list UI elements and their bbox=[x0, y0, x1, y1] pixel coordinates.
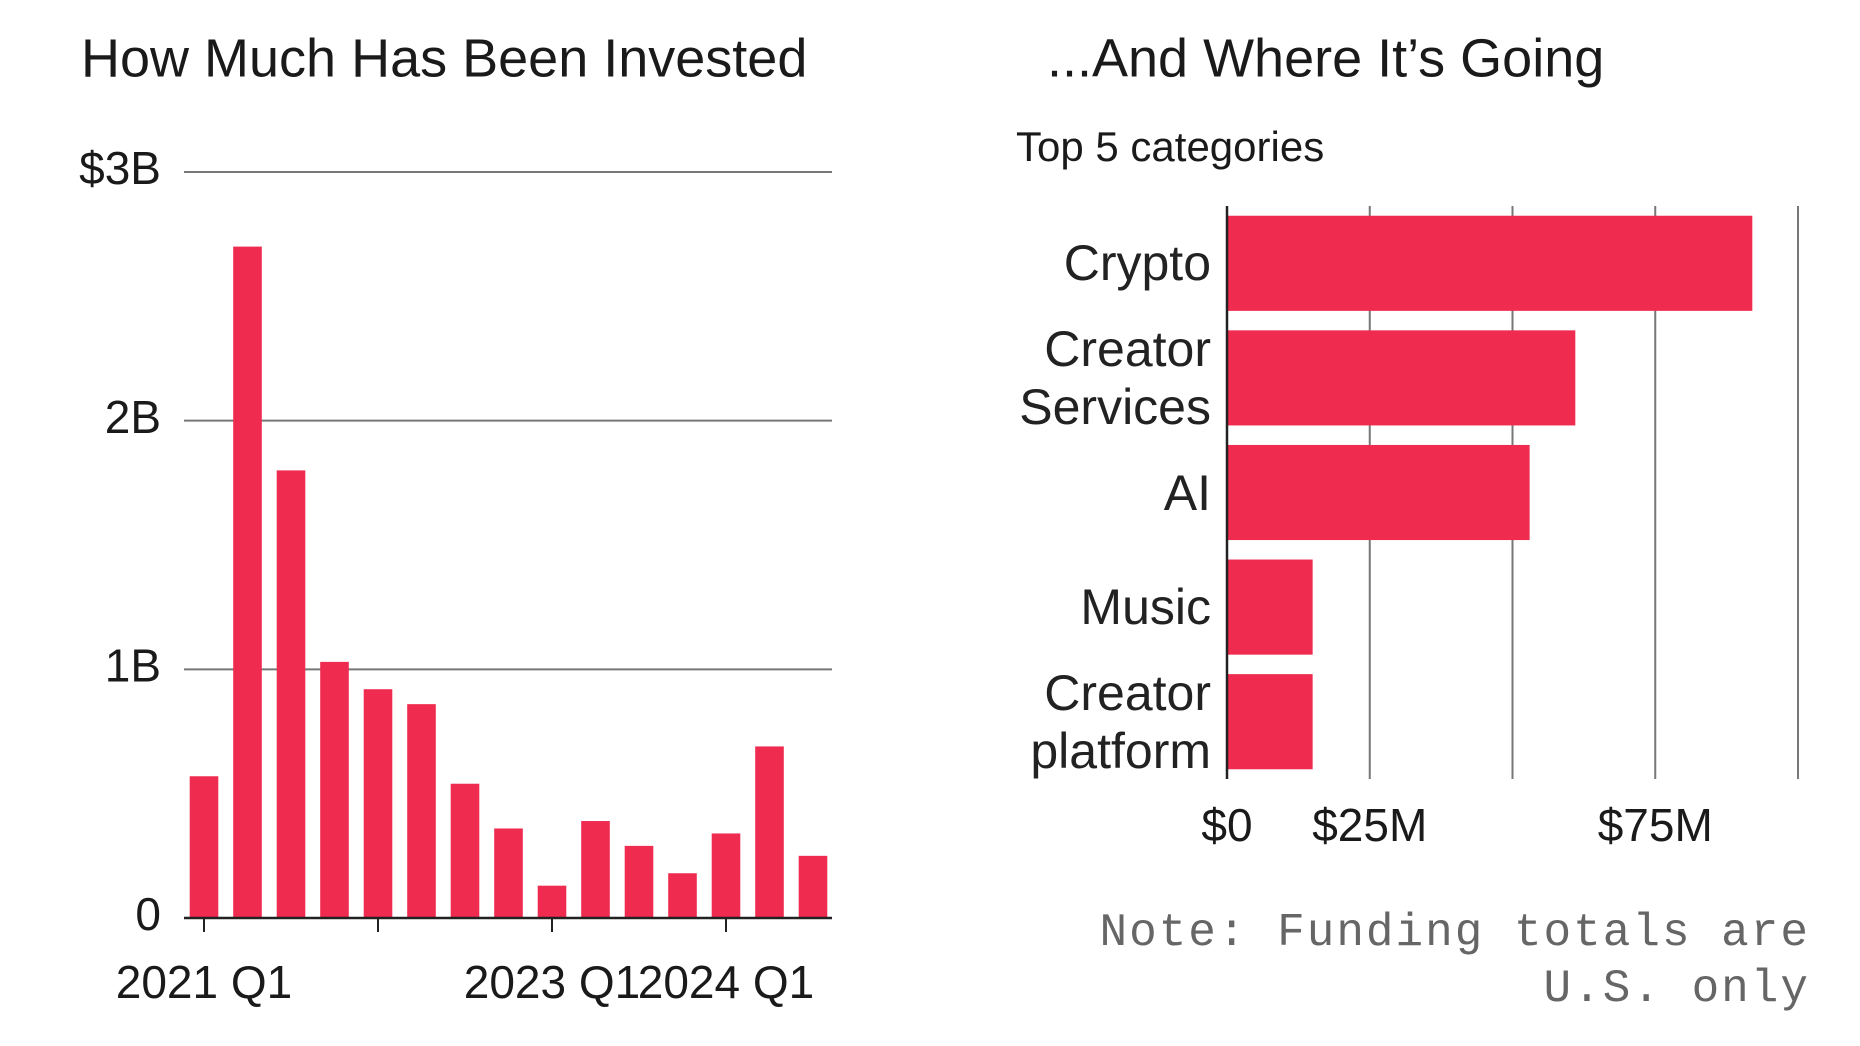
chart-title: ...And Where It’s Going bbox=[1047, 28, 1604, 88]
bar bbox=[581, 821, 610, 918]
note: Note: Funding totals are U.S. only bbox=[1099, 907, 1810, 1015]
bar bbox=[363, 689, 393, 918]
chart-title: How Much Has Been Invested bbox=[81, 28, 807, 88]
bar bbox=[624, 845, 654, 918]
bar bbox=[755, 746, 784, 918]
x-tick-label: 2024 Q1 bbox=[638, 956, 814, 1008]
y-tick-label: $3B bbox=[79, 142, 161, 194]
y-tick-label: Creator platform bbox=[1030, 664, 1211, 779]
bar bbox=[233, 246, 262, 919]
bar bbox=[668, 873, 697, 918]
x-tick-label: 2023 Q1 bbox=[464, 956, 640, 1008]
x-tick-label: 2021 Q1 bbox=[116, 956, 292, 1008]
y-tick-label: 1B bbox=[105, 639, 161, 691]
bar bbox=[276, 470, 306, 918]
bar bbox=[407, 704, 436, 918]
bar bbox=[711, 833, 741, 918]
x-tick-label: $75M bbox=[1598, 799, 1713, 851]
bar bbox=[494, 828, 523, 918]
y-tick-label: 2B bbox=[105, 391, 161, 443]
bar bbox=[537, 885, 567, 918]
x-tick-label: $0 bbox=[1201, 799, 1252, 851]
bar bbox=[1227, 444, 1530, 541]
y-tick-label: Creator Services bbox=[1019, 320, 1211, 435]
bar bbox=[1227, 215, 1753, 311]
bar bbox=[1227, 330, 1576, 426]
bar bbox=[798, 855, 828, 918]
y-tick-label: Crypto bbox=[1063, 235, 1211, 292]
x-tick-label: $25M bbox=[1312, 799, 1427, 851]
y-tick-label: Music bbox=[1080, 579, 1211, 636]
y-tick-label: 0 bbox=[135, 888, 161, 940]
y-tick-label: AI bbox=[1163, 464, 1211, 521]
bar bbox=[450, 783, 480, 918]
bar bbox=[1227, 674, 1313, 770]
chart-subtitle: Top 5 categories bbox=[1016, 123, 1324, 170]
bar bbox=[320, 661, 349, 918]
bar bbox=[1227, 559, 1313, 655]
bar bbox=[189, 776, 219, 918]
